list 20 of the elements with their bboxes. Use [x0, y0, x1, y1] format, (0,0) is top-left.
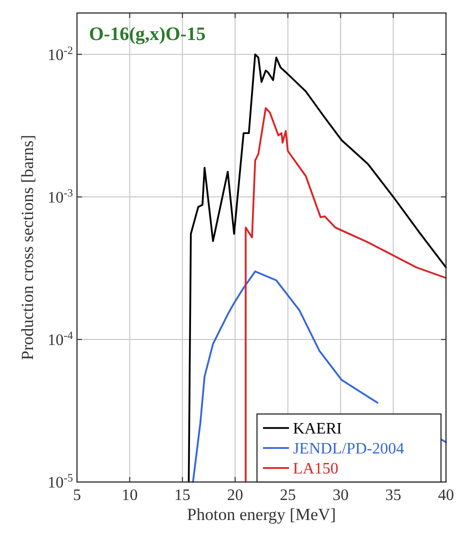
y-tick-label: 10$^{-4}$	[48, 330, 74, 350]
line-series	[244, 107, 447, 483]
legend-label: LA150	[293, 460, 338, 478]
x-tick-label: 5	[73, 487, 81, 504]
x-tick-label: 10	[122, 487, 138, 504]
x-tick-label: 15	[174, 487, 190, 504]
x-tick-label: 40	[438, 487, 454, 504]
x-tick-label: 20	[227, 487, 244, 504]
y-tick-label: 10$^{-2}$	[48, 44, 73, 64]
legend-label: KAERI	[293, 420, 342, 438]
text: O-16(g,x)O-15	[89, 24, 206, 45]
x-axis-title: Photon energy [MeV]	[187, 505, 336, 524]
x-tick-label: 30	[332, 487, 349, 504]
y-tick-label: 10$^{-5}$	[48, 472, 74, 492]
y-tick-label: 10$^{-3}$	[48, 187, 74, 206]
x-tick-label: 35	[385, 487, 402, 504]
y-axis-title: Production cross sections [barns]	[18, 134, 37, 360]
line-series	[188, 53, 447, 483]
x-tick-label: 25	[280, 487, 296, 504]
legend-label: JENDL/PD-2004	[293, 440, 404, 458]
